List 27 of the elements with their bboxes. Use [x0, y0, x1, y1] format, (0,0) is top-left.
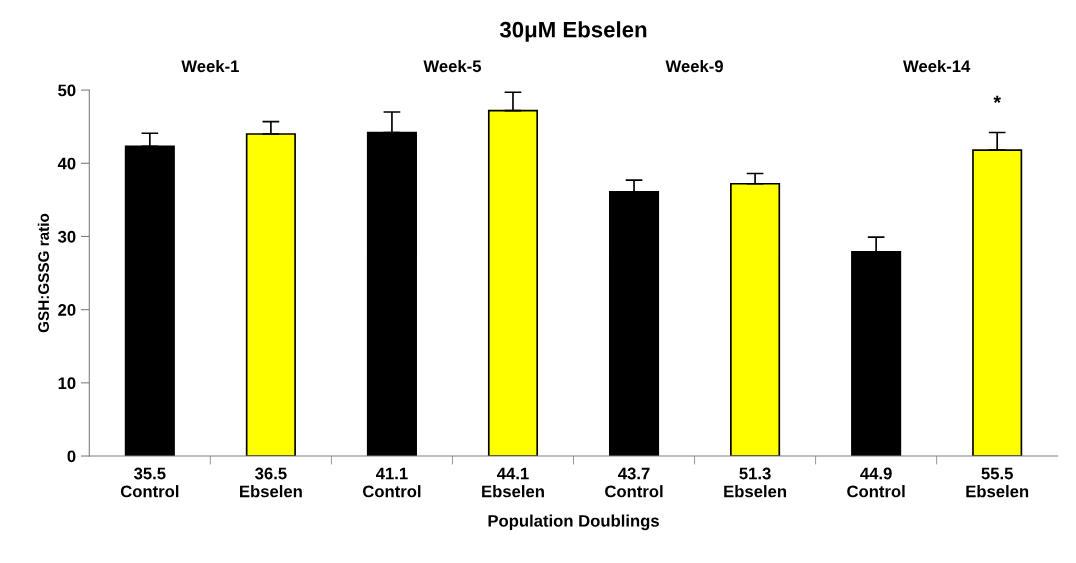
x-tick-label: 44.9 Control: [847, 467, 905, 498]
bar: [851, 250, 902, 457]
text: Week-5: [423, 59, 482, 73]
x-tick-label: 35.5 Control: [120, 467, 179, 498]
x-tick-label: 41.1 Control: [363, 467, 421, 498]
annotation: *: [993, 95, 1001, 103]
y-tick-label: 30: [57, 230, 76, 243]
bar: [730, 182, 781, 457]
y-tick-label: 40: [57, 157, 76, 170]
x-tick-label: 43.7 Control: [605, 467, 663, 498]
x-tick-label: 55.5 Ebselen: [966, 467, 1029, 498]
y-tick-label: 0: [67, 450, 76, 463]
y-tick-label: 10: [58, 377, 76, 390]
text: Week-1: [181, 59, 239, 73]
y-tick-label: 50: [58, 84, 76, 97]
y-axis-title: GSH:GSSG ratio: [37, 213, 49, 333]
x-tick-label: 51.3 Ebselen: [724, 467, 787, 498]
bar: [972, 149, 1023, 457]
x-axis-title: Population Doublings: [488, 514, 659, 531]
y-tick-label: 20: [58, 304, 76, 316]
bar: [245, 133, 296, 457]
chart-title: 30μM Ebselen: [499, 21, 647, 42]
text: Week-14: [903, 59, 971, 73]
text: Week-9: [665, 59, 723, 73]
bar: [608, 190, 660, 457]
x-tick-label: 36.5 Ebselen: [240, 467, 302, 498]
x-tick-label: 44.1 Ebselen: [482, 467, 544, 498]
